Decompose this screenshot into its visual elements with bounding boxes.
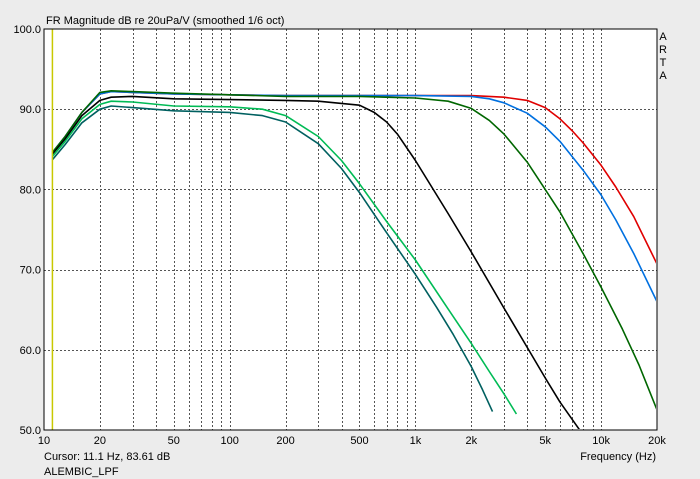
plot-background [44, 29, 657, 430]
brand-letter: A [659, 70, 667, 82]
y-tick-label: 90.0 [20, 104, 41, 116]
x-tick-label: 200 [276, 435, 294, 447]
cursor-readout: Cursor: 11.1 Hz, 83.61 dB [44, 451, 170, 463]
brand-letter: T [660, 57, 667, 69]
x-tick-label: 1k [410, 435, 422, 447]
series-line [51, 90, 656, 302]
x-tick-labels: 10 20 50 100 200 500 1k 2k 5k 10k 20k [38, 435, 666, 447]
series-line [51, 90, 656, 410]
y-tick-label: 100.0 [13, 24, 41, 36]
x-tick-label: 500 [350, 435, 368, 447]
x-tick-label: 10k [592, 435, 610, 447]
y-tick-label: 50.0 [20, 425, 41, 437]
series-line [51, 105, 494, 412]
x-tick-label: 10 [38, 435, 50, 447]
x-tick-label: 100 [221, 435, 239, 447]
x-tick-label: 2k [465, 435, 477, 447]
x-tick-label: 20 [94, 435, 106, 447]
chart-title: FR Magnitude dB re 20uPa/V (smoothed 1/6… [46, 15, 284, 27]
grid [44, 29, 657, 430]
file-label: ALEMBIC_LPF [44, 466, 119, 478]
x-tick-label: 5k [539, 435, 551, 447]
x-tick-label: 50 [168, 435, 180, 447]
series-line [51, 100, 518, 415]
series-group [51, 90, 656, 429]
x-tick-label: 20k [648, 435, 666, 447]
plot-frame [43, 28, 658, 431]
y-tick-label: 70.0 [20, 265, 41, 277]
brand-letter: A [659, 31, 667, 43]
y-tick-label: 60.0 [20, 345, 41, 357]
y-tick-labels: 50.0 60.0 70.0 80.0 90.0 100.0 [13, 24, 41, 437]
series-line [51, 95, 580, 429]
y-tick-label: 80.0 [20, 184, 41, 196]
brand-letter: R [659, 44, 667, 56]
x-axis-label: Frequency (Hz) [580, 451, 656, 463]
brand-vertical: A R T A [659, 31, 667, 82]
